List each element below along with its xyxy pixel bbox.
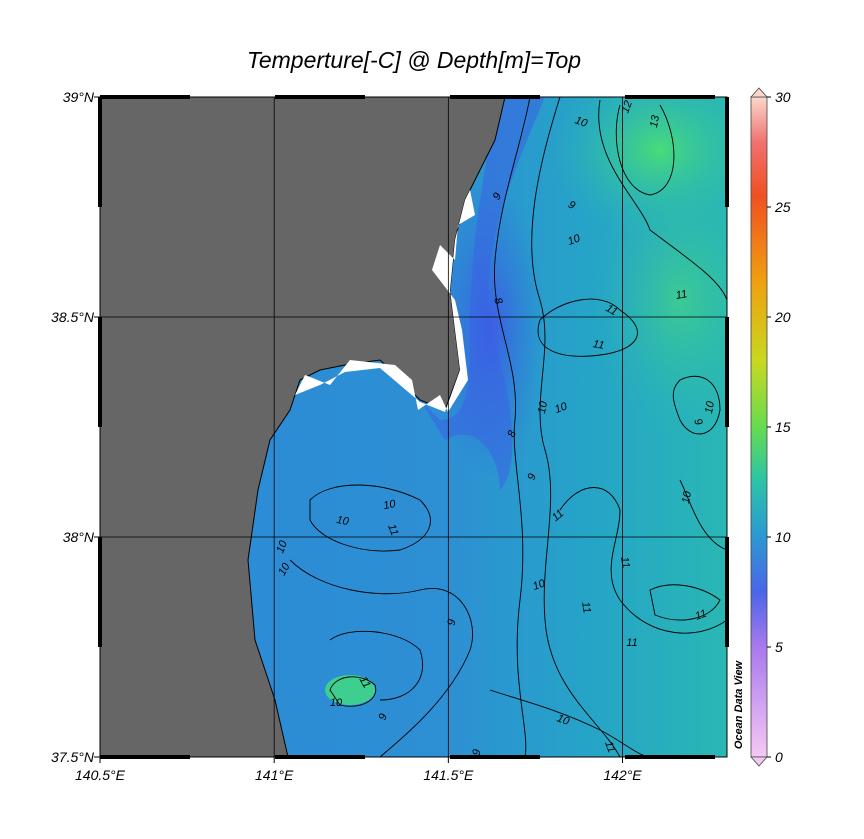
frame-segment <box>725 317 729 427</box>
frame-segment <box>275 95 365 99</box>
contour-label: 11 <box>579 601 593 614</box>
y-tick-label: 39°N <box>63 89 95 105</box>
y-tick-label: 38.5°N <box>51 309 95 325</box>
contour-label: 10 <box>680 490 694 505</box>
contour-label: 12 <box>619 99 634 115</box>
x-tick-label: 142°E <box>603 767 642 783</box>
frame-ticks <box>94 95 729 763</box>
contour-label: 11 <box>675 288 688 302</box>
x-tick-label: 141.5°E <box>423 767 474 783</box>
plot-area <box>100 97 727 757</box>
contour-label: 13 <box>648 114 662 129</box>
contour-label: 9 <box>691 417 704 427</box>
no-data-coast <box>295 97 505 412</box>
contour-label: 11 <box>626 637 637 649</box>
frame-segment <box>725 97 729 207</box>
contour-label: 10 <box>274 538 290 554</box>
x-tick-label: 141°E <box>255 767 294 783</box>
contour-label: 10 <box>382 498 397 512</box>
colorbar-tick-label: 25 <box>774 199 791 215</box>
colorbar-cap-top <box>750 87 768 98</box>
colorbar-tick-label: 5 <box>775 639 783 655</box>
frame-segment <box>625 95 715 99</box>
contour-label: 9 <box>446 618 459 626</box>
colorbar <box>750 96 768 758</box>
watermark: Ocean Data View <box>733 659 745 749</box>
colorbar-tick-label: 30 <box>775 89 791 105</box>
frame-segment <box>725 537 729 647</box>
contour-label: 9 <box>376 712 389 722</box>
contour-label: 11 <box>385 523 400 538</box>
contour-label: 10 <box>703 400 717 415</box>
contour-label: 11 <box>694 608 709 623</box>
contour-label: 10 <box>553 400 569 416</box>
frame-segment <box>450 95 540 99</box>
contour-label: 10 <box>531 577 547 593</box>
frame-segment <box>100 755 190 759</box>
contour-label: 9 <box>471 748 484 756</box>
frame-segment <box>100 95 190 99</box>
contour-label: 11 <box>357 675 373 691</box>
contour-label: 10 <box>566 232 582 248</box>
colorbar-tick-label: 15 <box>775 419 791 435</box>
frame-segment <box>625 755 715 759</box>
grid <box>100 97 727 757</box>
contour-label: 11 <box>618 556 632 569</box>
frame-segment <box>98 537 102 647</box>
frame-segment <box>98 317 102 427</box>
contour-label: 10 <box>573 114 589 130</box>
contour-label: 9 <box>566 199 577 212</box>
contour-label: 11 <box>604 302 620 318</box>
y-tick-label: 37.5°N <box>51 749 95 765</box>
contour-label: 10 <box>536 400 550 415</box>
contour-label: 8 <box>505 428 519 439</box>
contours <box>289 97 727 757</box>
contour-label: 10 <box>335 514 350 528</box>
contour-label: 9 <box>491 191 504 202</box>
frame-segment <box>275 755 365 759</box>
warm-spot <box>325 675 375 705</box>
y-tick-label: 38°N <box>63 529 95 545</box>
contour-label: 10 <box>330 697 343 709</box>
warm-region <box>590 160 727 440</box>
frame-segment <box>450 755 540 759</box>
map-title: Temperture[-C] @ Depth[m]=Top <box>247 47 581 73</box>
contour-label: 11 <box>592 338 605 352</box>
cold-band <box>420 97 545 490</box>
contour-label: 10 <box>555 712 571 728</box>
frame-segment <box>98 97 102 207</box>
colorbar-cap-bottom <box>750 756 768 767</box>
colorbar-tick-label: 20 <box>774 309 791 325</box>
x-tick-label: 140.5°E <box>75 767 126 783</box>
contour-label: 8 <box>491 296 505 307</box>
colorbar-tick-label: 0 <box>775 749 783 765</box>
colorbar-tick-label: 10 <box>775 529 791 545</box>
contour-label: 9 <box>525 472 538 482</box>
contour-label: 11 <box>602 740 617 755</box>
